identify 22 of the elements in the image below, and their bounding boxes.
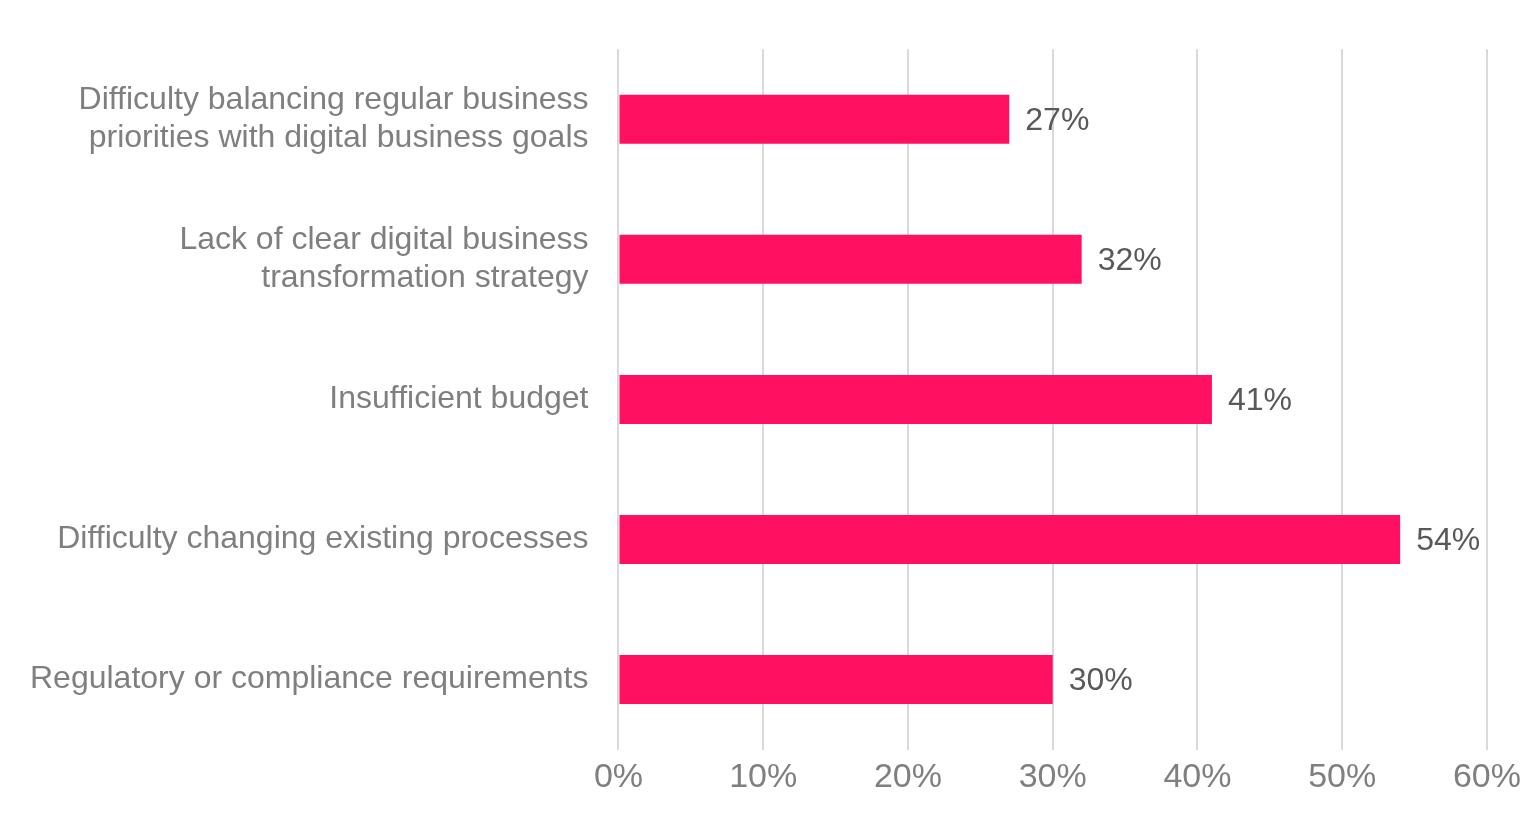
bar — [619, 374, 1212, 424]
bar — [619, 655, 1053, 705]
y-tick-label: Difficulty changing existing processes — [57, 519, 589, 556]
y-tick-label: Regulatory or compliance requirements — [30, 659, 589, 696]
bar — [619, 514, 1401, 564]
x-tick-label: 30% — [1018, 756, 1087, 795]
bar — [619, 234, 1082, 284]
data-label: 27% — [1025, 101, 1090, 138]
x-tick-label: 0% — [593, 756, 644, 795]
data-label: 54% — [1416, 521, 1481, 558]
x-tick-label: 40% — [1163, 756, 1232, 795]
data-label: 30% — [1068, 661, 1133, 698]
y-tick-label: Insufficient budget — [329, 379, 589, 416]
x-tick-label: 60% — [1452, 756, 1522, 795]
y-tick-label: Lack of clear digital business transformation strategy — [179, 219, 589, 295]
data-label: 41% — [1227, 381, 1292, 418]
y-tick-label: Difficulty balancing regular business priorities with digital business goals — [78, 79, 589, 155]
x-tick-label: 50% — [1308, 756, 1377, 795]
x-tick-label: 20% — [873, 756, 943, 795]
data-label: 32% — [1097, 241, 1162, 278]
bar — [619, 94, 1010, 144]
x-tick-label: 10% — [729, 756, 798, 795]
